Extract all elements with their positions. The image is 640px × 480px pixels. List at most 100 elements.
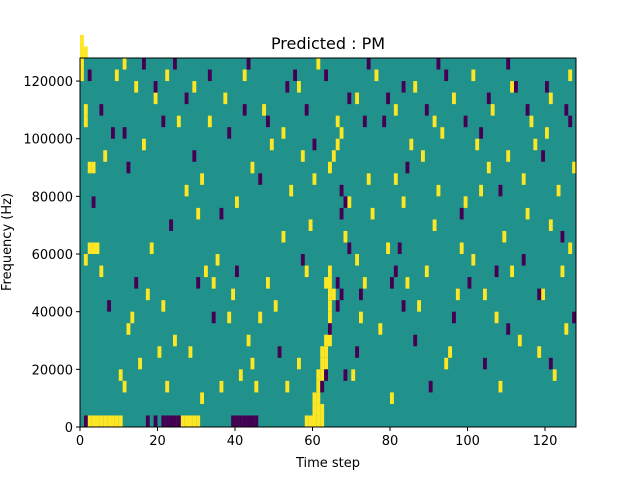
heatmap-cell-high [300, 150, 305, 162]
heatmap-cell-high [316, 415, 321, 427]
heatmap-cell-high [122, 380, 127, 393]
heatmap-cell-low [176, 415, 181, 427]
heatmap-cell-high [122, 58, 127, 70]
heatmap-cell-high [312, 415, 317, 427]
y-tick-label: 120000 [23, 75, 73, 90]
heatmap-cell-low [304, 104, 309, 116]
heatmap-cell-low [153, 81, 158, 93]
heatmap-cell-high [510, 81, 515, 93]
heatmap-cell-high [316, 369, 321, 381]
heatmap-cell-low [339, 207, 344, 220]
heatmap-cell-high [525, 207, 530, 220]
heatmap-cell-low [537, 288, 542, 301]
heatmap-cell-high [149, 242, 154, 255]
heatmap-cell-low [459, 207, 464, 220]
heatmap-cell-high [541, 288, 546, 301]
heatmap-cell-high [320, 415, 325, 427]
heatmap-cell-high [118, 415, 123, 427]
y-axis-label: Frequency (Hz) [0, 193, 15, 291]
heatmap-cell-low [184, 92, 189, 105]
heatmap-cell-low [173, 58, 177, 70]
heatmap-cell-low [548, 357, 553, 370]
heatmap-cell-high [572, 161, 577, 174]
heatmap-cell-low [335, 277, 340, 289]
heatmap-cell-high [355, 92, 360, 105]
heatmap-cell-high [347, 196, 352, 208]
heatmap-cell-low [107, 300, 112, 312]
heatmap-cell-high [568, 242, 573, 255]
heatmap-cell-high [297, 357, 301, 370]
heatmap-cell-low [541, 150, 546, 162]
heatmap-cell-low [238, 415, 243, 427]
heatmap-cell-low [560, 230, 565, 243]
heatmap-cell-high [99, 415, 104, 427]
heatmap-cell-high [312, 403, 317, 416]
heatmap-cell-high [95, 415, 100, 427]
heatmap-cell-high [324, 346, 329, 358]
heatmap-cell-high [250, 357, 255, 370]
heatmap-cell-low [339, 184, 344, 197]
heatmap-cell-low [347, 242, 352, 255]
heatmap-cell-high [126, 323, 131, 335]
heatmap-cell-low [401, 300, 406, 312]
heatmap-cell-low [161, 115, 166, 128]
heatmap-cell-low [207, 69, 212, 82]
heatmap-cell-high [196, 415, 201, 427]
heatmap-cell-high [506, 150, 511, 162]
heatmap-cell-high [304, 415, 309, 427]
heatmap-cell-high [390, 392, 394, 404]
heatmap-cell-high [328, 288, 332, 301]
heatmap-cell-low [343, 369, 348, 381]
heatmap-cell-high [320, 346, 325, 358]
y-tick-label: 100000 [23, 133, 73, 148]
heatmap-cell-high [176, 115, 181, 128]
heatmap-cell-high [320, 403, 325, 416]
heatmap-cell-high [250, 161, 255, 174]
heatmap-cell-high [80, 69, 84, 82]
heatmap-cell-high [463, 196, 468, 208]
heatmap-cell-high [153, 92, 158, 105]
y-axis: 0 20000 40000 60000 80000 100000 120000 [23, 75, 80, 436]
x-tick-label: 100 [455, 434, 480, 449]
heatmap-cell-high [223, 92, 228, 105]
heatmap-cell-high [521, 173, 526, 185]
heatmap-cell-high [281, 230, 286, 243]
heatmap-cell-high [285, 380, 290, 393]
heatmap-cell-high [138, 357, 143, 370]
heatmap-cell-high [196, 207, 201, 220]
heatmap-cell-high [227, 311, 232, 324]
heatmap-cell-high [173, 334, 177, 347]
heatmap-cell-high [328, 334, 332, 347]
heatmap-cell-high [393, 104, 398, 116]
heatmap-cell-low [246, 58, 251, 70]
heatmap-cell-high [83, 46, 88, 58]
heatmap-cell-high [479, 184, 484, 197]
heatmap-cell-low [382, 115, 387, 128]
heatmap-cell-high [246, 334, 251, 347]
heatmap-cell-low [397, 242, 402, 255]
heatmap-cell-high [320, 369, 325, 381]
heatmap-cell-low [134, 277, 139, 289]
heatmap-cell-high [242, 69, 247, 82]
heatmap-cell-high [238, 369, 243, 381]
heatmap-cell-low [242, 104, 247, 116]
x-tick-label: 60 [304, 434, 321, 449]
heatmap-cell-high [107, 415, 112, 427]
heatmap-cell-high [200, 392, 205, 404]
heatmap-cell-low [514, 81, 518, 93]
heatmap-cell-high [568, 69, 573, 82]
heatmap-cell-low [254, 415, 259, 427]
heatmap-cell-low [142, 58, 146, 70]
heatmap-cell-low [494, 265, 499, 278]
heatmap-cell-high [91, 415, 96, 427]
x-axis-label: Time step [295, 456, 360, 471]
y-tick-label: 60000 [32, 248, 73, 263]
heatmap-cell-low [401, 81, 406, 93]
heatmap-cell-high [560, 265, 565, 278]
heatmap-cell-high [316, 58, 321, 70]
heatmap-cell-low [153, 415, 158, 427]
heatmap-cell-high [103, 415, 108, 427]
heatmap-cell-high [312, 173, 317, 185]
heatmap-cell-high [335, 138, 340, 151]
heatmap-cell-high [370, 207, 375, 220]
